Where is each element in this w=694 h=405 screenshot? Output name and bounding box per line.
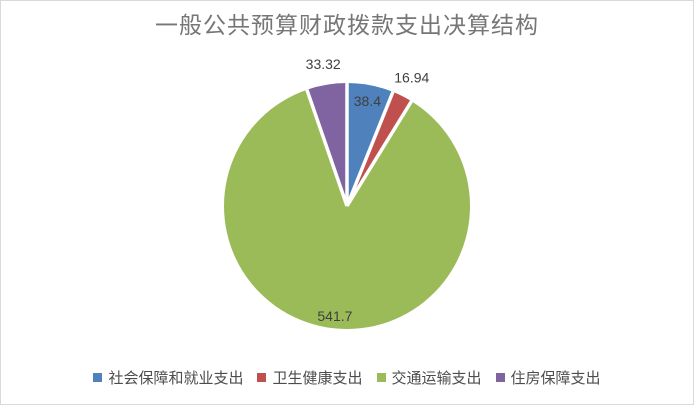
legend-swatch-icon	[495, 372, 505, 382]
data-label: 33.32	[306, 56, 341, 72]
legend-swatch-icon	[257, 372, 267, 382]
chart-title: 一般公共预算财政拨款支出决算结构	[155, 12, 539, 38]
data-label: 541.7	[317, 308, 352, 324]
pie-slice-2	[224, 89, 471, 329]
data-label: 38.4	[354, 93, 381, 109]
legend-item-1: 卫生健康支出	[257, 367, 363, 388]
legend-item-2: 交通运输支出	[376, 367, 482, 388]
legend-label: 交通运输支出	[391, 369, 482, 387]
data-label: 16.94	[394, 70, 429, 86]
slice-separator	[345, 91, 395, 207]
slice-separator	[345, 100, 413, 207]
legend-item-3: 住房保障支出	[495, 367, 601, 388]
legend: 社会保障和就业支出 卫生健康支出 交通运输支出 住房保障支出	[1, 367, 693, 387]
legend-label: 住房保障支出	[510, 369, 601, 387]
legend-item-0: 社会保障和就业支出	[93, 367, 243, 388]
legend-swatch-icon	[376, 372, 386, 382]
legend-label: 社会保障和就业支出	[108, 369, 244, 387]
legend-label: 卫生健康支出	[272, 369, 363, 387]
legend-swatch-icon	[93, 372, 103, 382]
slice-separator	[305, 89, 349, 207]
